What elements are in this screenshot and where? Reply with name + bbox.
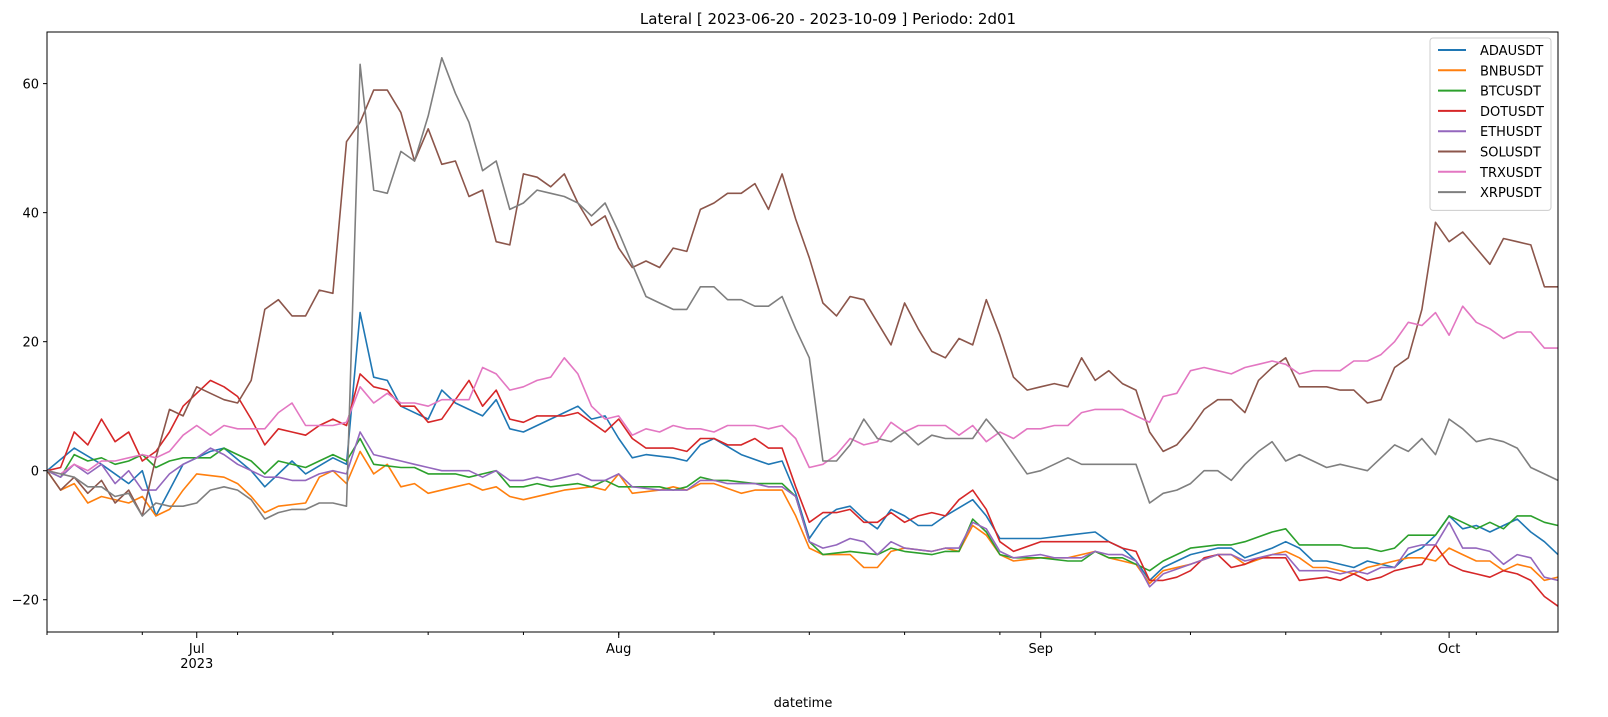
series-line-btcusdt <box>46 437 1559 572</box>
x-tick-label: Sep <box>1028 642 1053 657</box>
series-line-dotusdt <box>46 373 1559 607</box>
legend-label-bnbusdt: BNBUSDT <box>1480 64 1543 79</box>
y-tick-label: 60 <box>22 78 39 93</box>
x-tick-label: Aug <box>606 642 631 657</box>
x-tick-label: Oct <box>1438 642 1460 657</box>
legend-box <box>1429 37 1552 211</box>
y-tick-label: 20 <box>22 336 39 351</box>
plot-lines <box>46 56 1559 607</box>
x-tick-year-label: 2023 <box>180 657 213 672</box>
x-axis-label: datetime <box>774 696 833 711</box>
series-line-solusdt <box>46 89 1558 517</box>
legend-label-adausdt: ADAUSDT <box>1480 44 1543 59</box>
series-line-bnbusdt <box>46 450 1559 585</box>
y-tick-label: 40 <box>22 207 39 222</box>
series-line-trxusdt <box>46 305 1558 475</box>
legend-label-dotusdt: DOTUSDT <box>1480 105 1544 120</box>
series-line-adausdt <box>46 311 1559 582</box>
y-tick-label: 0 <box>31 465 39 480</box>
legend-label-btcusdt: BTCUSDT <box>1480 85 1541 100</box>
legend-label-ethusdt: ETHUSDT <box>1480 125 1542 140</box>
series-line-xrpusdt <box>46 56 1559 520</box>
legend-label-solusdt: SOLUSDT <box>1480 146 1541 161</box>
plot-frame <box>46 31 1559 633</box>
x-tick-label: Jul <box>188 642 205 657</box>
y-tick-label: −20 <box>12 594 39 609</box>
legend: ADAUSDT BNBUSDT BTCUSDT DOTUSDT ETHUSDT SOLUS… <box>1429 37 1552 211</box>
legend-label-xrpusdt: XRPUSDT <box>1480 186 1542 201</box>
y-axis: −20 0 20 40 60 <box>12 78 47 609</box>
series-line-ethusdt <box>46 431 1559 588</box>
chart-title: Lateral [ 2023-06-20 - 2023-10-09 ] Peri… <box>640 10 1016 28</box>
legend-label-trxusdt: TRXUSDT <box>1479 166 1542 181</box>
